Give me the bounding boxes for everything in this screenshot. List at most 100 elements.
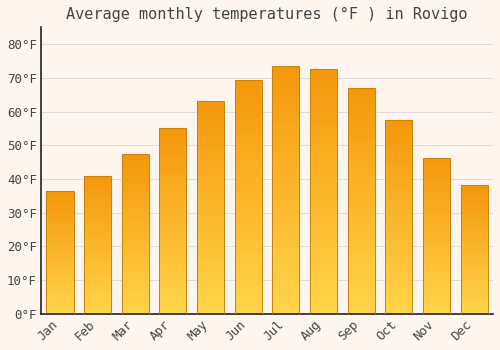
Bar — [460, 294, 488, 297]
Bar — [386, 184, 412, 188]
Bar — [310, 220, 337, 224]
Bar — [234, 131, 262, 135]
Bar — [197, 179, 224, 183]
Bar — [423, 179, 450, 181]
Bar — [272, 239, 299, 244]
Bar — [46, 202, 74, 204]
Bar — [423, 259, 450, 262]
Bar — [272, 268, 299, 272]
Bar — [160, 209, 186, 212]
Bar — [46, 218, 74, 220]
Bar — [348, 88, 375, 91]
Bar — [310, 187, 337, 191]
Bar — [272, 165, 299, 169]
Bar — [234, 158, 262, 162]
Bar — [160, 274, 186, 277]
Bar — [122, 234, 149, 237]
Bar — [84, 252, 111, 254]
Bar — [348, 250, 375, 253]
Bar — [84, 245, 111, 247]
Bar — [310, 134, 337, 138]
Bar — [423, 161, 450, 163]
Bar — [197, 250, 224, 253]
Bar — [460, 307, 488, 309]
Bar — [160, 224, 186, 227]
Bar — [122, 160, 149, 162]
Bar — [84, 176, 111, 314]
Bar — [348, 310, 375, 314]
Bar — [348, 265, 375, 268]
Bar — [234, 287, 262, 290]
Bar — [197, 278, 224, 282]
Bar — [84, 300, 111, 302]
Bar — [348, 91, 375, 95]
Bar — [272, 210, 299, 215]
Bar — [348, 242, 375, 246]
Bar — [460, 230, 488, 232]
Bar — [460, 286, 488, 288]
Bar — [272, 182, 299, 186]
Bar — [122, 226, 149, 229]
Bar — [386, 130, 412, 133]
Bar — [234, 263, 262, 267]
Bar — [460, 312, 488, 314]
Bar — [122, 216, 149, 218]
Bar — [348, 182, 375, 186]
Bar — [84, 213, 111, 215]
Bar — [122, 197, 149, 199]
Bar — [423, 296, 450, 298]
Bar — [423, 278, 450, 280]
Bar — [386, 172, 412, 175]
Bar — [46, 236, 74, 238]
Bar — [160, 230, 186, 233]
Bar — [310, 265, 337, 269]
Bar — [310, 253, 337, 257]
Bar — [386, 175, 412, 178]
Bar — [122, 194, 149, 197]
Bar — [460, 234, 488, 237]
Bar — [460, 305, 488, 307]
Bar — [386, 120, 412, 123]
Bar — [386, 230, 412, 233]
Bar — [160, 280, 186, 283]
Bar — [423, 223, 450, 225]
Bar — [160, 187, 186, 190]
Bar — [423, 306, 450, 309]
Bar — [423, 181, 450, 184]
Bar — [122, 276, 149, 279]
Bar — [160, 249, 186, 252]
Bar — [234, 119, 262, 123]
Bar — [122, 173, 149, 176]
Bar — [460, 309, 488, 312]
Bar — [272, 148, 299, 153]
Bar — [310, 240, 337, 244]
Bar — [348, 272, 375, 276]
Bar — [310, 167, 337, 171]
Bar — [386, 307, 412, 310]
Bar — [160, 271, 186, 274]
Bar — [160, 237, 186, 240]
Bar — [386, 168, 412, 172]
Bar — [84, 181, 111, 183]
Bar — [197, 211, 224, 215]
Bar — [46, 206, 74, 208]
Bar — [84, 208, 111, 211]
Bar — [272, 281, 299, 285]
Bar — [234, 197, 262, 201]
Bar — [272, 116, 299, 119]
Bar — [46, 257, 74, 259]
Bar — [160, 141, 186, 144]
Bar — [310, 146, 337, 150]
Bar — [460, 222, 488, 224]
Bar — [84, 233, 111, 236]
Bar — [197, 271, 224, 275]
Bar — [197, 222, 224, 225]
Bar — [423, 225, 450, 228]
Bar — [460, 262, 488, 265]
Bar — [272, 248, 299, 252]
Bar — [386, 149, 412, 152]
Bar — [310, 281, 337, 285]
Bar — [84, 192, 111, 195]
Bar — [348, 268, 375, 272]
Bar — [272, 124, 299, 128]
